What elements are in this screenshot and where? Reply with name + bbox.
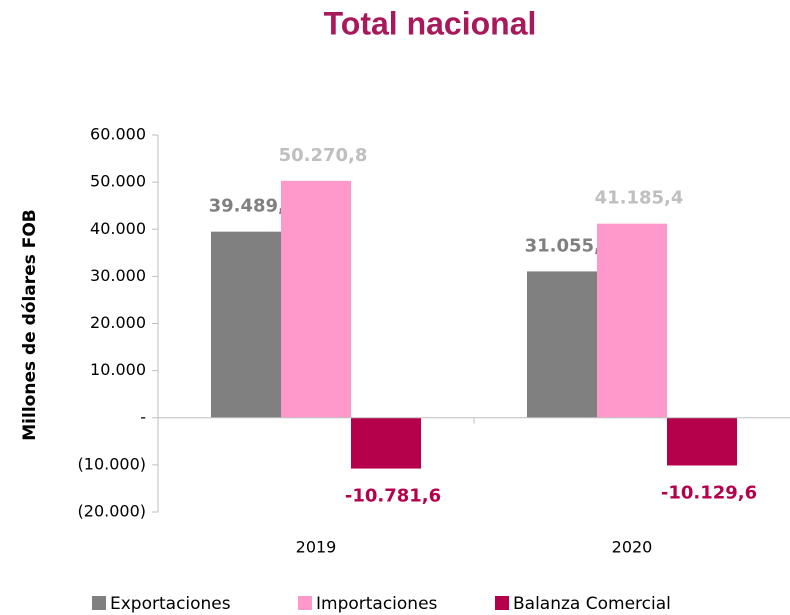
bar <box>211 231 281 418</box>
y-tick-label: 40.000 <box>90 219 146 238</box>
value-label: 31.055,8 <box>525 235 614 256</box>
bar <box>597 223 667 418</box>
bar <box>351 417 421 469</box>
x-tick-label: 2019 <box>296 538 337 557</box>
legend-label: Exportaciones <box>110 594 231 614</box>
x-tick-label: 2020 <box>612 538 653 557</box>
y-tick-label: 60.000 <box>90 125 146 144</box>
legend-swatch <box>92 596 106 610</box>
bar <box>281 180 351 418</box>
chart-title: Total nacional <box>324 5 537 41</box>
legend-swatch <box>495 596 509 610</box>
y-axis-label: Millones de dólares FOB <box>20 209 40 440</box>
bar <box>527 271 597 418</box>
value-label: -10.129,6 <box>661 482 757 503</box>
y-tick-label: 50.000 <box>90 172 146 191</box>
y-tick-label: 10.000 <box>90 360 146 379</box>
y-tick-label: 30.000 <box>90 266 146 285</box>
y-tick-label: - <box>140 407 146 426</box>
value-label: 41.185,4 <box>595 188 684 209</box>
value-label: -10.781,6 <box>345 486 441 507</box>
legend-label: Importaciones <box>316 594 438 614</box>
y-tick-label: (20.000) <box>78 502 146 521</box>
value-label: 50.270,8 <box>279 145 368 166</box>
legend-label: Balanza Comercial <box>513 594 671 614</box>
legend-swatch <box>298 596 312 610</box>
y-tick-label: (10.000) <box>78 454 146 473</box>
bar <box>667 417 737 466</box>
y-tick-label: 20.000 <box>90 313 146 332</box>
value-label: 39.489,2 <box>209 196 298 217</box>
